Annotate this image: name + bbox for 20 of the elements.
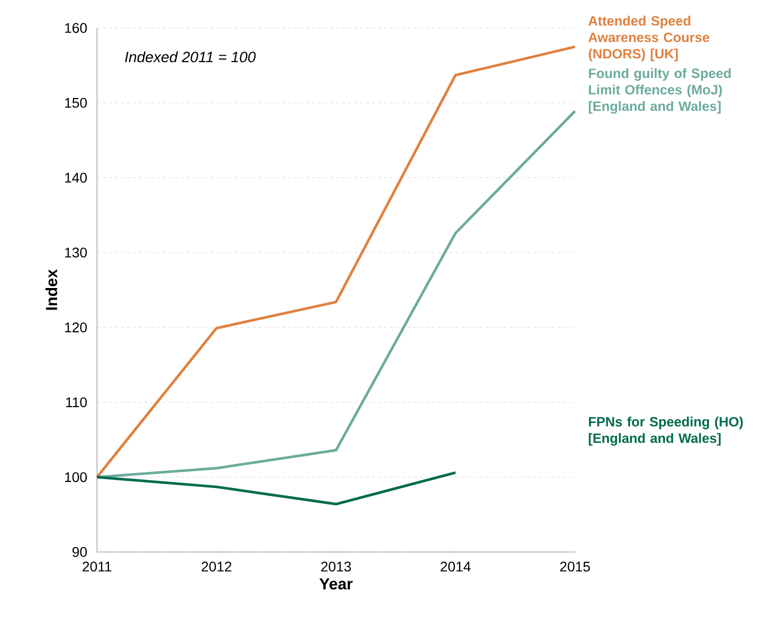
- x-tick-label: 2015: [560, 562, 590, 572]
- y-tick-label: 140: [65, 172, 87, 183]
- y-tick-label: 160: [65, 23, 87, 33]
- y-tick-label: 100: [65, 472, 87, 482]
- y-tick-label: 130: [65, 248, 87, 258]
- y-axis-title: Index: [46, 269, 58, 310]
- y-tick-label: 150: [65, 98, 87, 108]
- annotation: Indexed 2011 = 100: [125, 51, 256, 62]
- line-series: [96, 471, 457, 506]
- x-tick-label: 2012: [202, 562, 232, 572]
- x-tick-label: 2011: [82, 562, 112, 572]
- x-tick-label: 2013: [321, 562, 351, 572]
- y-tick-label: 110: [66, 397, 87, 408]
- x-tick-label: 2014: [440, 562, 471, 572]
- y-tick-label: 90: [72, 547, 87, 557]
- series-label: Found guilty of Speed Limit Offences (MoJ) [England and Wales]: [588, 68, 731, 114]
- series-label: Attended Speed Awareness Course (NDORS) [UK]: [588, 16, 710, 62]
- y-tick-label: 120: [65, 322, 87, 332]
- text: FPNs for Speeding (HO) [England and Wales]: [588, 416, 743, 446]
- x-axis-title: Year: [319, 578, 353, 590]
